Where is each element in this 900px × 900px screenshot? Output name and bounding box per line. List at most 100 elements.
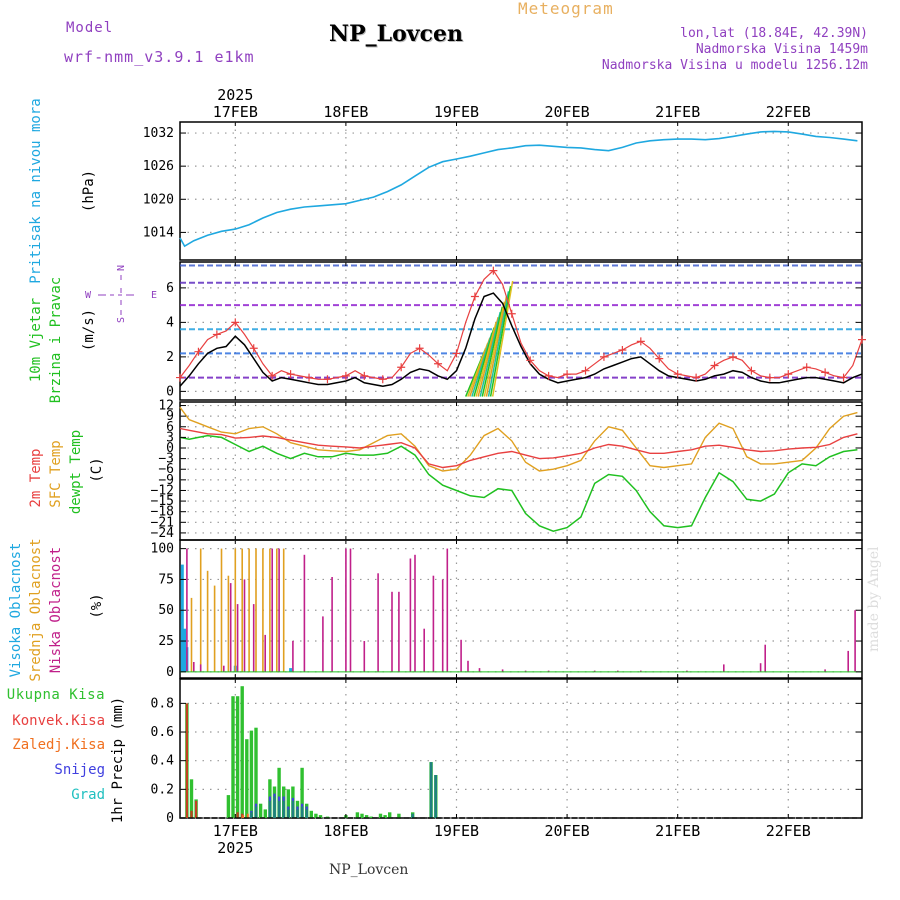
wind-unit: (m/s) — [81, 309, 97, 351]
low-cloud-bar — [824, 669, 826, 672]
wind-fan-arrow — [481, 306, 504, 397]
mid-cloud-bar — [282, 548, 285, 672]
low-cloud-bar — [764, 644, 766, 672]
mid-cloud-bar — [276, 548, 278, 672]
y-tick-label: 50 — [158, 603, 174, 618]
total-precip-bar — [369, 816, 373, 818]
total-precip-bar — [263, 809, 267, 818]
graupel-bar — [291, 800, 295, 818]
gust-marker — [636, 337, 645, 346]
dewpoint-axis-title: dewpt Temp — [68, 430, 84, 514]
low-cloud-bar — [854, 610, 856, 672]
low-cloud-bar — [446, 548, 449, 672]
low-cloud-bar — [223, 665, 225, 672]
panel-frame-2 — [179, 401, 863, 541]
gust-marker — [194, 347, 203, 356]
low-cloud-bar — [686, 670, 688, 672]
y-tick-label: 1020 — [143, 192, 174, 207]
total-precip-bar — [318, 815, 323, 818]
total-precip-bar — [231, 696, 235, 818]
low-cloud-bar — [271, 548, 273, 672]
y-tick-label: 1026 — [143, 159, 174, 174]
low-cloud-bar — [278, 548, 280, 672]
dewpoint-line — [179, 434, 858, 532]
wind-axis-title: 10m Vjetar — [28, 298, 44, 382]
y-tick-label: 25 — [158, 634, 174, 649]
y-tick-label: −12 — [151, 483, 174, 498]
low-cloud-bar — [236, 604, 239, 672]
lonlat-label: lon,lat (18.84E, 42.39N) — [680, 26, 868, 41]
x-tick-label-top: 20FEB — [545, 103, 590, 121]
gust-marker — [397, 363, 406, 372]
total-precip-bar — [364, 815, 369, 818]
conv-precip-legend: Konvek.Kisa — [12, 713, 105, 729]
conv-precip-bar — [190, 810, 193, 818]
x-tick-label-top: 17FEB — [213, 103, 258, 121]
gust-marker — [802, 363, 811, 372]
y-tick-label: −6 — [158, 462, 174, 477]
low-cloud-bar — [377, 573, 379, 672]
y-tick-label: 0 — [166, 665, 174, 680]
x-tick-label-bottom: 21FEB — [655, 822, 700, 840]
total-precip-bar — [245, 739, 249, 818]
year-label-bottom: 2025 — [217, 839, 253, 857]
cloud-unit: (%) — [89, 593, 105, 618]
low-cloud-bar — [199, 664, 202, 672]
gust-marker — [360, 371, 369, 380]
pressure-axis-title: Pritisak na nivou mora — [28, 98, 44, 283]
conv-precip-bar — [185, 703, 188, 818]
total-precip-bar — [378, 813, 383, 818]
meteogram-label: Meteogram — [518, 0, 614, 18]
mid-cloud-bar — [269, 548, 271, 672]
low-cloud-bar — [345, 548, 347, 672]
low-cloud-bar — [847, 650, 849, 672]
y-tick-label: 0.6 — [151, 725, 174, 740]
gust-marker — [544, 371, 553, 380]
compass-south: S — [116, 317, 127, 323]
gust-marker — [526, 356, 535, 365]
y-tick-label: 9 — [166, 409, 174, 424]
y-tick-label: −21 — [151, 515, 174, 530]
panel-frames — [179, 121, 863, 819]
graupel-bar — [282, 800, 285, 818]
mid-cloud-bar — [190, 597, 193, 672]
gust-marker — [452, 349, 461, 358]
mid-cloud-bar — [234, 548, 237, 672]
mid-cloud-bar — [206, 570, 209, 672]
snow-legend: Snijeg — [54, 762, 105, 778]
x-tick-label-top: 21FEB — [655, 103, 700, 121]
total-precip-bar — [314, 813, 318, 818]
y-tick-label: 0.4 — [151, 754, 175, 769]
gust-marker — [710, 361, 719, 370]
sfc-temp-axis-title: SFC Temp — [48, 440, 64, 507]
low-cloud-bar — [193, 662, 195, 672]
model-label: Model — [66, 20, 114, 36]
low-cloud-bar — [252, 604, 255, 672]
low-cloud-bar — [593, 670, 596, 672]
low-cloud-bar — [363, 641, 366, 672]
sfc-temp-line — [179, 406, 858, 472]
low-cloud-bar — [229, 583, 232, 672]
wind-axis-title-2: Brzina i Pravac — [48, 277, 64, 403]
mid-cloud-bar — [262, 548, 264, 672]
gust-marker — [489, 266, 498, 275]
axis-layer: 17FEB 17FEB 18FEB 18FEB 19FEB 19FEB 20FEB 20FEB… — [143, 86, 862, 857]
wind-fan-arrow — [483, 301, 506, 397]
altitude-label: Nadmorska Visina 1459m — [695, 42, 868, 57]
wind-fan-arrow — [471, 332, 493, 397]
y-tick-label: 0.8 — [151, 696, 174, 711]
low-cloud-bar — [547, 670, 550, 672]
low-cloud-bar — [409, 558, 412, 672]
conv-precip-bar — [195, 800, 198, 818]
graupel-bar — [250, 812, 253, 818]
low-cloud-bar — [460, 639, 462, 672]
total-precip-bar — [325, 816, 330, 818]
total-precip-bar — [309, 810, 313, 818]
gust-marker — [655, 354, 664, 363]
wind-fan-arrow — [489, 286, 512, 397]
watermark: made by Angel — [866, 546, 882, 653]
x-tick-label-top: 22FEB — [766, 103, 811, 121]
pressure-line — [179, 130, 858, 248]
gust-marker — [765, 373, 774, 382]
x-tick-label-top: 18FEB — [323, 103, 368, 121]
